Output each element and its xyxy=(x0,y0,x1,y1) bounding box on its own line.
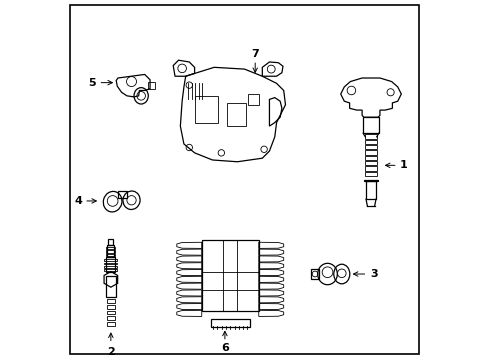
Text: 5: 5 xyxy=(88,78,96,87)
Bar xyxy=(106,247,115,249)
Bar xyxy=(104,260,117,261)
Bar xyxy=(106,322,115,326)
Text: 6: 6 xyxy=(221,343,228,353)
Bar xyxy=(364,150,377,155)
Bar xyxy=(104,266,117,267)
Bar xyxy=(106,305,115,309)
Bar xyxy=(364,172,377,176)
Text: 3: 3 xyxy=(369,269,377,279)
Bar xyxy=(118,191,126,198)
Text: 2: 2 xyxy=(107,347,115,357)
Bar xyxy=(105,276,116,297)
Text: 1: 1 xyxy=(398,160,406,170)
Bar xyxy=(106,254,115,256)
Bar xyxy=(226,103,246,126)
Bar xyxy=(364,134,377,139)
Bar xyxy=(310,269,318,279)
Bar xyxy=(106,311,115,314)
Bar xyxy=(364,140,377,144)
Bar xyxy=(364,145,377,149)
Bar xyxy=(106,257,115,271)
Text: 4: 4 xyxy=(74,196,82,206)
Bar xyxy=(247,94,258,105)
Bar xyxy=(106,316,115,320)
Bar xyxy=(106,299,115,303)
Bar xyxy=(108,239,113,245)
Bar xyxy=(366,181,375,199)
Bar xyxy=(194,96,217,122)
Bar xyxy=(202,240,258,311)
Bar xyxy=(363,180,377,181)
Bar xyxy=(363,117,378,133)
Bar xyxy=(104,269,117,271)
Bar xyxy=(364,161,377,165)
Bar xyxy=(104,262,117,264)
Bar xyxy=(364,156,377,160)
Bar xyxy=(107,245,114,257)
Bar xyxy=(364,166,377,171)
Bar xyxy=(148,82,155,89)
Bar xyxy=(106,251,115,253)
Bar xyxy=(210,319,249,328)
Text: 7: 7 xyxy=(251,49,259,59)
